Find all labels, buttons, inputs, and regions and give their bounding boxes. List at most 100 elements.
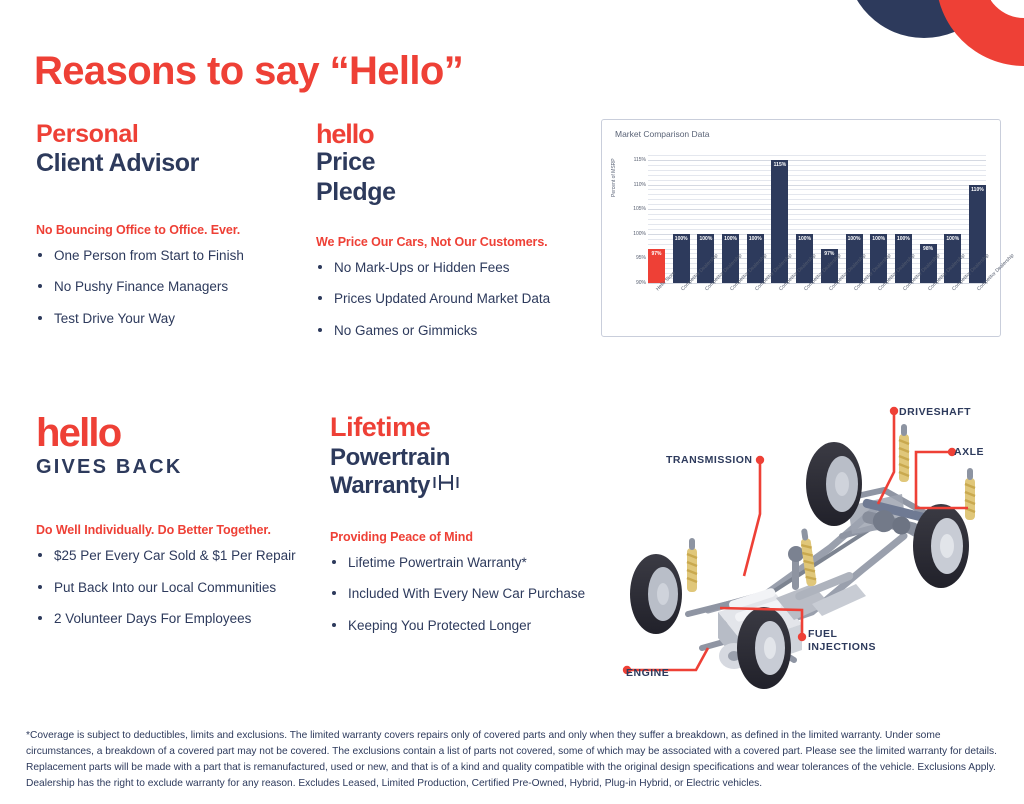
chart-bar-value-label: 98% bbox=[923, 245, 934, 252]
chart-bar-value-label: 100% bbox=[674, 235, 688, 242]
callout-label-driveshaft: DRIVESHAFT bbox=[899, 406, 972, 418]
legal-footnote: *Coverage is subject to deductibles, lim… bbox=[26, 730, 997, 789]
chart-gridline bbox=[648, 278, 986, 280]
page-title: Reasons to say “Hello” bbox=[34, 48, 464, 93]
chart-bar: 97% bbox=[820, 248, 838, 283]
decorative-rings bbox=[774, 0, 1024, 120]
chart-bar-value-label: 97% bbox=[651, 250, 662, 257]
chart-gridline bbox=[648, 253, 986, 255]
chart-x-tick: Competitor Dealership bbox=[722, 253, 768, 327]
chart-bar: 100% bbox=[894, 233, 912, 283]
chart-y-tick: 90% bbox=[635, 280, 646, 286]
section-lifetime-powertrain-warranty: Lifetime Powertrain Warranty Providing P… bbox=[330, 412, 605, 648]
list-item: Included With Every New Car Purchase bbox=[330, 585, 605, 603]
chart-y-tick: 100% bbox=[633, 230, 646, 237]
section-title-dark-line1: Price bbox=[316, 148, 376, 177]
chart-y-tick: 110% bbox=[633, 181, 646, 188]
leader-engine bbox=[628, 647, 710, 672]
chart-bar-value-label: 115% bbox=[773, 161, 787, 168]
chart-gridline bbox=[648, 189, 986, 191]
chart-gridline bbox=[648, 273, 986, 275]
leader-transmission bbox=[742, 460, 762, 577]
callout-label-axle: AXLE bbox=[954, 446, 985, 458]
chart-bar-value-label: 100% bbox=[946, 235, 960, 242]
list-item: Keeping You Protected Longer bbox=[330, 617, 605, 635]
chart-gridline bbox=[648, 248, 986, 250]
chart-gridline bbox=[648, 228, 986, 230]
section-subhead: We Price Our Cars, Not Our Customers. bbox=[316, 234, 548, 249]
callout-label-fuel-line1: FUEL bbox=[808, 628, 838, 640]
chart-gridline bbox=[648, 204, 986, 206]
leader-driveshaft bbox=[876, 412, 896, 505]
chart-x-tick: Competitor Dealership bbox=[697, 253, 743, 327]
chart-y-tick: 115% bbox=[633, 156, 646, 163]
wheel-front-left bbox=[630, 554, 682, 634]
chart-bar: 115% bbox=[771, 159, 789, 283]
chart-x-tick-labels: Hello Store Competitor Dealership Competit… bbox=[648, 253, 1015, 327]
list-item: Put Back Into our Local Communities bbox=[36, 579, 316, 597]
section-title-dark-line1: Powertrain bbox=[330, 443, 451, 471]
callout-label-fuel-line2: INJECTIONS bbox=[808, 641, 877, 654]
chart-y-tick: 95% bbox=[635, 255, 646, 262]
chart-gridline bbox=[648, 238, 986, 240]
hello-wordmark: hello bbox=[316, 119, 375, 149]
chart-gridline bbox=[648, 263, 986, 265]
chart-bar: 100% bbox=[845, 233, 863, 283]
chart-bar: 110% bbox=[968, 184, 986, 283]
chart-bar-value-label: 100% bbox=[748, 235, 762, 242]
chart-gridline bbox=[648, 179, 986, 181]
section-title-dark-line2: Warranty bbox=[330, 471, 430, 499]
chart-gridline bbox=[648, 283, 986, 284]
chart-bar: 100% bbox=[870, 233, 888, 283]
section-title-accent: Personal bbox=[36, 120, 139, 148]
wheel-rear-right bbox=[913, 504, 969, 588]
chart-bar: 98% bbox=[919, 243, 937, 283]
chart-bar: 100% bbox=[672, 233, 690, 283]
chart-x-tick: Competitor Dealership bbox=[895, 253, 941, 327]
chart-gridline bbox=[648, 155, 986, 156]
chart-x-tick: Competitor Dealership bbox=[796, 253, 842, 327]
chart-x-tick: Competitor Dealership bbox=[920, 253, 966, 327]
chart-gridline bbox=[648, 219, 986, 220]
chart-x-tick: Competitor Dealership bbox=[944, 253, 990, 327]
wheel-rear-left bbox=[806, 442, 862, 526]
chart-bar-value-label: 100% bbox=[847, 235, 861, 242]
list-item: Lifetime Powertrain Warranty* bbox=[330, 554, 605, 572]
axle-icon bbox=[433, 474, 459, 496]
list-item: Prices Updated Around Market Data bbox=[316, 290, 586, 308]
section-subhead: Providing Peace of Mind bbox=[330, 529, 473, 544]
chart-bar-value-label: 100% bbox=[699, 235, 713, 242]
chart-bar-value-label: 100% bbox=[798, 235, 812, 242]
chart-gridline bbox=[648, 209, 986, 211]
chart-gridline bbox=[648, 243, 986, 245]
section-title-accent: Lifetime bbox=[330, 412, 431, 442]
chart-bar-value-label: 100% bbox=[724, 235, 737, 242]
chart-bar: 100% bbox=[722, 233, 740, 283]
list-item: 2 Volunteer Days For Employees bbox=[36, 610, 316, 628]
chart-bar: 100% bbox=[746, 233, 764, 283]
bullet-list: Lifetime Powertrain Warranty* Included W… bbox=[330, 554, 605, 635]
chart-y-tick: 105% bbox=[633, 206, 646, 213]
list-item: No Mark-Ups or Hidden Fees bbox=[316, 259, 586, 277]
chart-y-axis-label: Percent of MSRP bbox=[611, 158, 617, 197]
gives-back-tagline: GIVES BACK bbox=[36, 456, 183, 478]
chart-bar: 97% bbox=[648, 248, 665, 283]
chart-bar: 100% bbox=[697, 233, 715, 283]
section-personal-client-advisor: Personal Client Advisor No Bouncing Offi… bbox=[36, 120, 298, 341]
section-subhead: No Bouncing Office to Office. Ever. bbox=[36, 222, 241, 237]
chart-gridline bbox=[648, 159, 986, 161]
leader-axle bbox=[914, 450, 968, 510]
chart-gridline bbox=[648, 199, 986, 201]
chassis-diagram: DRIVESHAFT AXLE TRANSMISSION FUEL INJECT… bbox=[616, 398, 1016, 690]
chart-gridline bbox=[648, 169, 986, 171]
wheel-front-right bbox=[737, 607, 791, 689]
chart-gridline bbox=[648, 184, 986, 186]
callout-label-fuel-injections: FUEL INJECTIONS bbox=[808, 628, 876, 654]
market-comparison-chart: Market Comparison Data Percent of MSRP 1… bbox=[601, 119, 1015, 337]
list-item: No Pushy Finance Managers bbox=[36, 278, 298, 296]
chart-bar-value-label: 100% bbox=[896, 235, 910, 242]
chart-gridline bbox=[648, 174, 986, 176]
ring-red bbox=[938, 0, 1024, 66]
bullet-list: One Person from Start to Finish No Pushy… bbox=[36, 247, 298, 328]
chart-x-tick: Competitor Dealership bbox=[969, 253, 1015, 327]
